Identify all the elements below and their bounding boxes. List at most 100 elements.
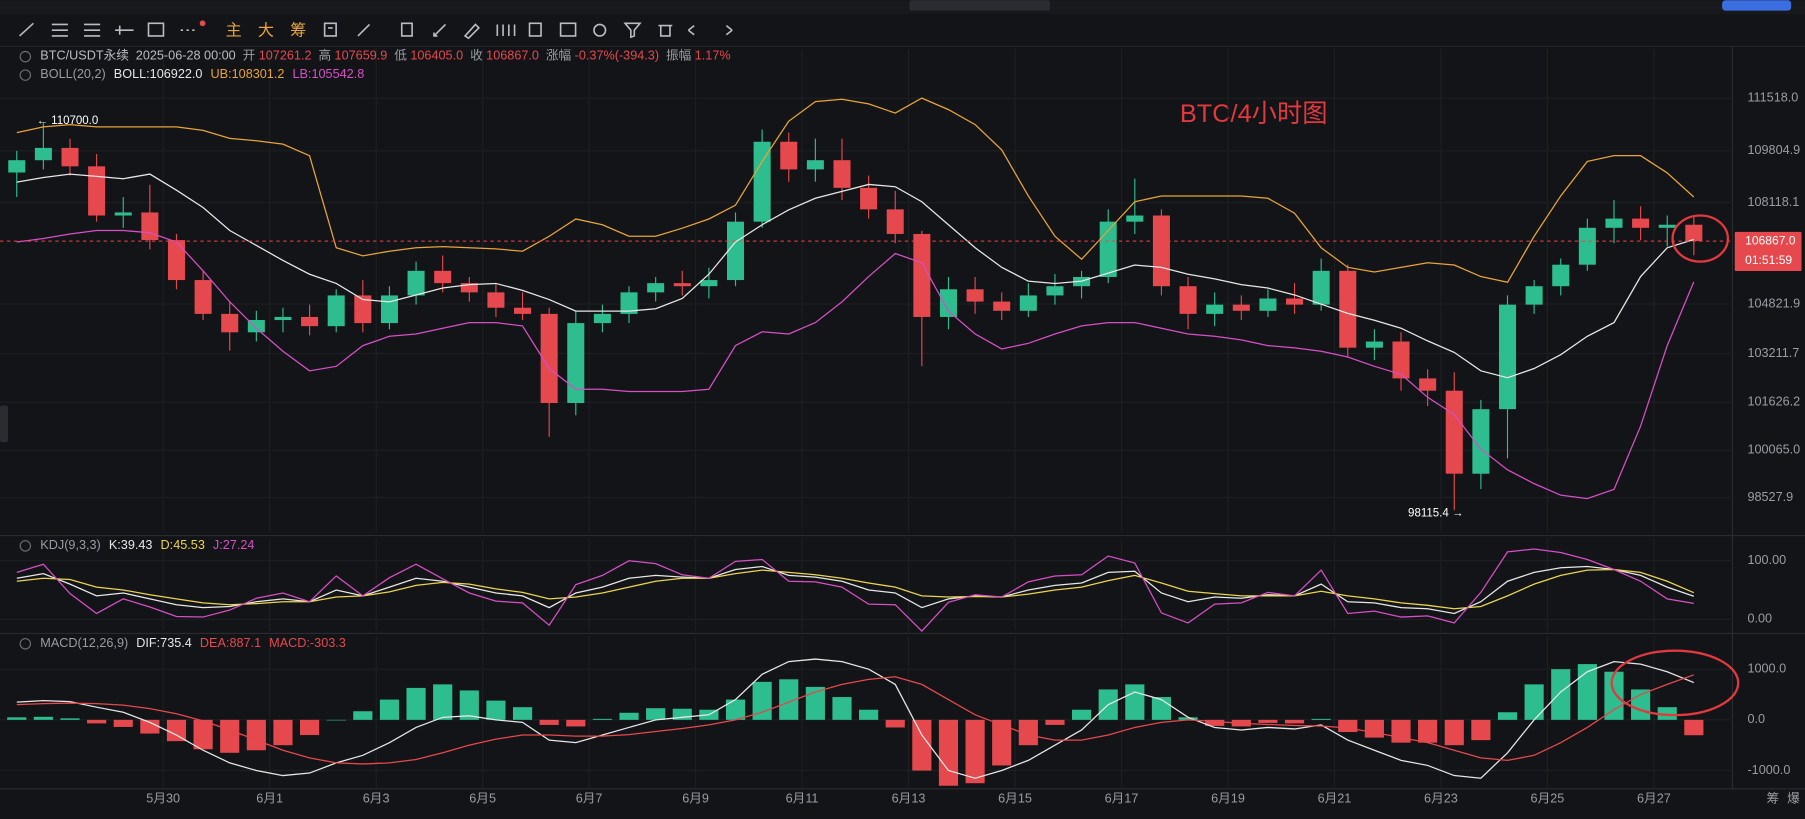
tool-h[interactable]	[559, 22, 577, 37]
y-tick-label: 109804.9	[1747, 143, 1800, 157]
top-button[interactable]	[1722, 0, 1792, 11]
collapse-icon[interactable]	[19, 638, 32, 650]
tool-filter[interactable]	[623, 22, 642, 39]
legend-entry: MACD(12,26,9)	[40, 636, 128, 650]
y-tick-label: 108118.1	[1747, 195, 1799, 209]
y-tick-label: 101626.2	[1747, 395, 1800, 409]
macd-bar	[805, 686, 825, 720]
toolbar-button[interactable]: 筹	[290, 22, 306, 40]
quote-value: 107659.9	[335, 49, 388, 63]
tool-hline[interactable]	[115, 25, 134, 35]
tool-channel[interactable]	[84, 23, 101, 37]
candle-body	[34, 147, 52, 161]
macd-bar	[912, 719, 932, 771]
legend-entry: BOLL(20,2)	[40, 67, 105, 81]
collapse-icon[interactable]	[19, 50, 32, 63]
x-tick-label: 6月3	[363, 792, 390, 806]
macd-bar	[539, 719, 559, 725]
tool-b[interactable]	[357, 23, 371, 37]
low-label: 98115.4 →	[1408, 508, 1463, 520]
tool-f[interactable]	[496, 24, 516, 36]
tool-line[interactable]	[19, 22, 34, 37]
candle-body	[114, 212, 132, 216]
chart-title: BTC/4小时图	[1180, 100, 1328, 128]
candle-body	[753, 141, 771, 222]
side-handle[interactable]	[0, 405, 9, 443]
tool-g[interactable]	[528, 22, 542, 37]
candle-body	[247, 320, 265, 333]
candle-body	[1126, 215, 1144, 222]
x-tick-label: 6月5	[469, 792, 496, 806]
tool-d[interactable]	[433, 23, 447, 37]
collapse-icon[interactable]	[19, 540, 32, 552]
quote-label: 收	[470, 49, 483, 63]
x-tick-label: 6月7	[576, 792, 603, 806]
macd-bar	[459, 690, 479, 720]
y-tick-label: 103211.7	[1747, 346, 1799, 360]
y-tick-label: 1000.0	[1747, 662, 1786, 676]
y-tick-label: 100.00	[1747, 553, 1786, 567]
macd-bar	[379, 699, 400, 720]
tab[interactable]	[909, 0, 1050, 11]
candle-body	[833, 160, 851, 188]
macd-bar	[486, 700, 506, 720]
plot-area: 111518.0 109804.9 108118.1 104821.9 103211.7…	[0, 48, 1802, 806]
legend: BOLL(20,2) BOLL:106922.0 UB:108301.2 LB:105…	[40, 67, 364, 81]
macd-bar	[193, 719, 213, 750]
candle-body	[167, 240, 186, 281]
tool-delete[interactable]	[658, 24, 673, 37]
legend: MACD(12,26,9) DIF:735.4 DEA:887.1 MACD:-303…	[40, 636, 346, 650]
candle-body	[8, 160, 26, 173]
tool-c[interactable]	[400, 22, 413, 37]
collapse-icon[interactable]	[19, 69, 32, 81]
macd-bar	[938, 719, 959, 786]
candle-body	[487, 292, 505, 308]
toolbar-button[interactable]: 大	[258, 22, 274, 40]
macd-bar	[1364, 719, 1384, 738]
macd-bar	[1577, 664, 1597, 720]
corner-button[interactable]: 筹	[1766, 791, 1779, 806]
candle-body	[1286, 298, 1304, 305]
corner-button[interactable]: 爆	[1787, 792, 1800, 806]
y-tick-label: 100065.0	[1747, 443, 1800, 457]
macd-bar	[1205, 719, 1225, 726]
candle-body	[540, 313, 558, 404]
macd-bar	[885, 719, 905, 728]
indicator-line	[16, 229, 1695, 500]
macd-bar	[512, 707, 533, 720]
drawing-toolbar[interactable]	[19, 20, 733, 40]
tool-a[interactable]	[323, 22, 337, 37]
indicator-line	[16, 97, 1695, 284]
legend-entry: LB:105542.8	[292, 67, 364, 81]
tool-e[interactable]	[463, 23, 481, 40]
macd-bar	[246, 719, 266, 751]
candle-body	[567, 323, 585, 404]
x-tick-label: 6月27	[1637, 792, 1671, 806]
quote-header: BTC/USDT永续 2025-06-28 00:00 开 107261.2 高 1076…	[40, 48, 730, 63]
toolbar-button[interactable]: 主	[226, 22, 242, 40]
quote-value: 106867.0	[486, 49, 539, 63]
tool-parallel[interactable]	[51, 23, 68, 37]
quote-label: 振幅	[666, 49, 692, 63]
macd-bar	[965, 719, 985, 784]
candle-body	[1445, 390, 1463, 474]
candle-body	[1578, 227, 1596, 265]
legend-entry: UB:108301.2	[211, 67, 285, 81]
quote-label: 开	[243, 49, 256, 63]
macd-bar	[1125, 684, 1145, 720]
macd-bar	[1045, 719, 1065, 725]
macd-bar	[273, 719, 293, 746]
candle-body	[380, 295, 398, 324]
macd-bar	[1684, 719, 1704, 736]
tool-undo[interactable]	[687, 24, 695, 36]
y-tick-label: 98527.9	[1747, 490, 1793, 504]
tool-redo[interactable]	[725, 24, 733, 36]
tool-rect[interactable]	[147, 22, 165, 37]
tool-i[interactable]	[593, 23, 607, 37]
macd-bar	[60, 718, 80, 720]
candle-body	[913, 233, 931, 317]
macd-bar	[1551, 669, 1571, 720]
macd-bar	[646, 708, 666, 720]
